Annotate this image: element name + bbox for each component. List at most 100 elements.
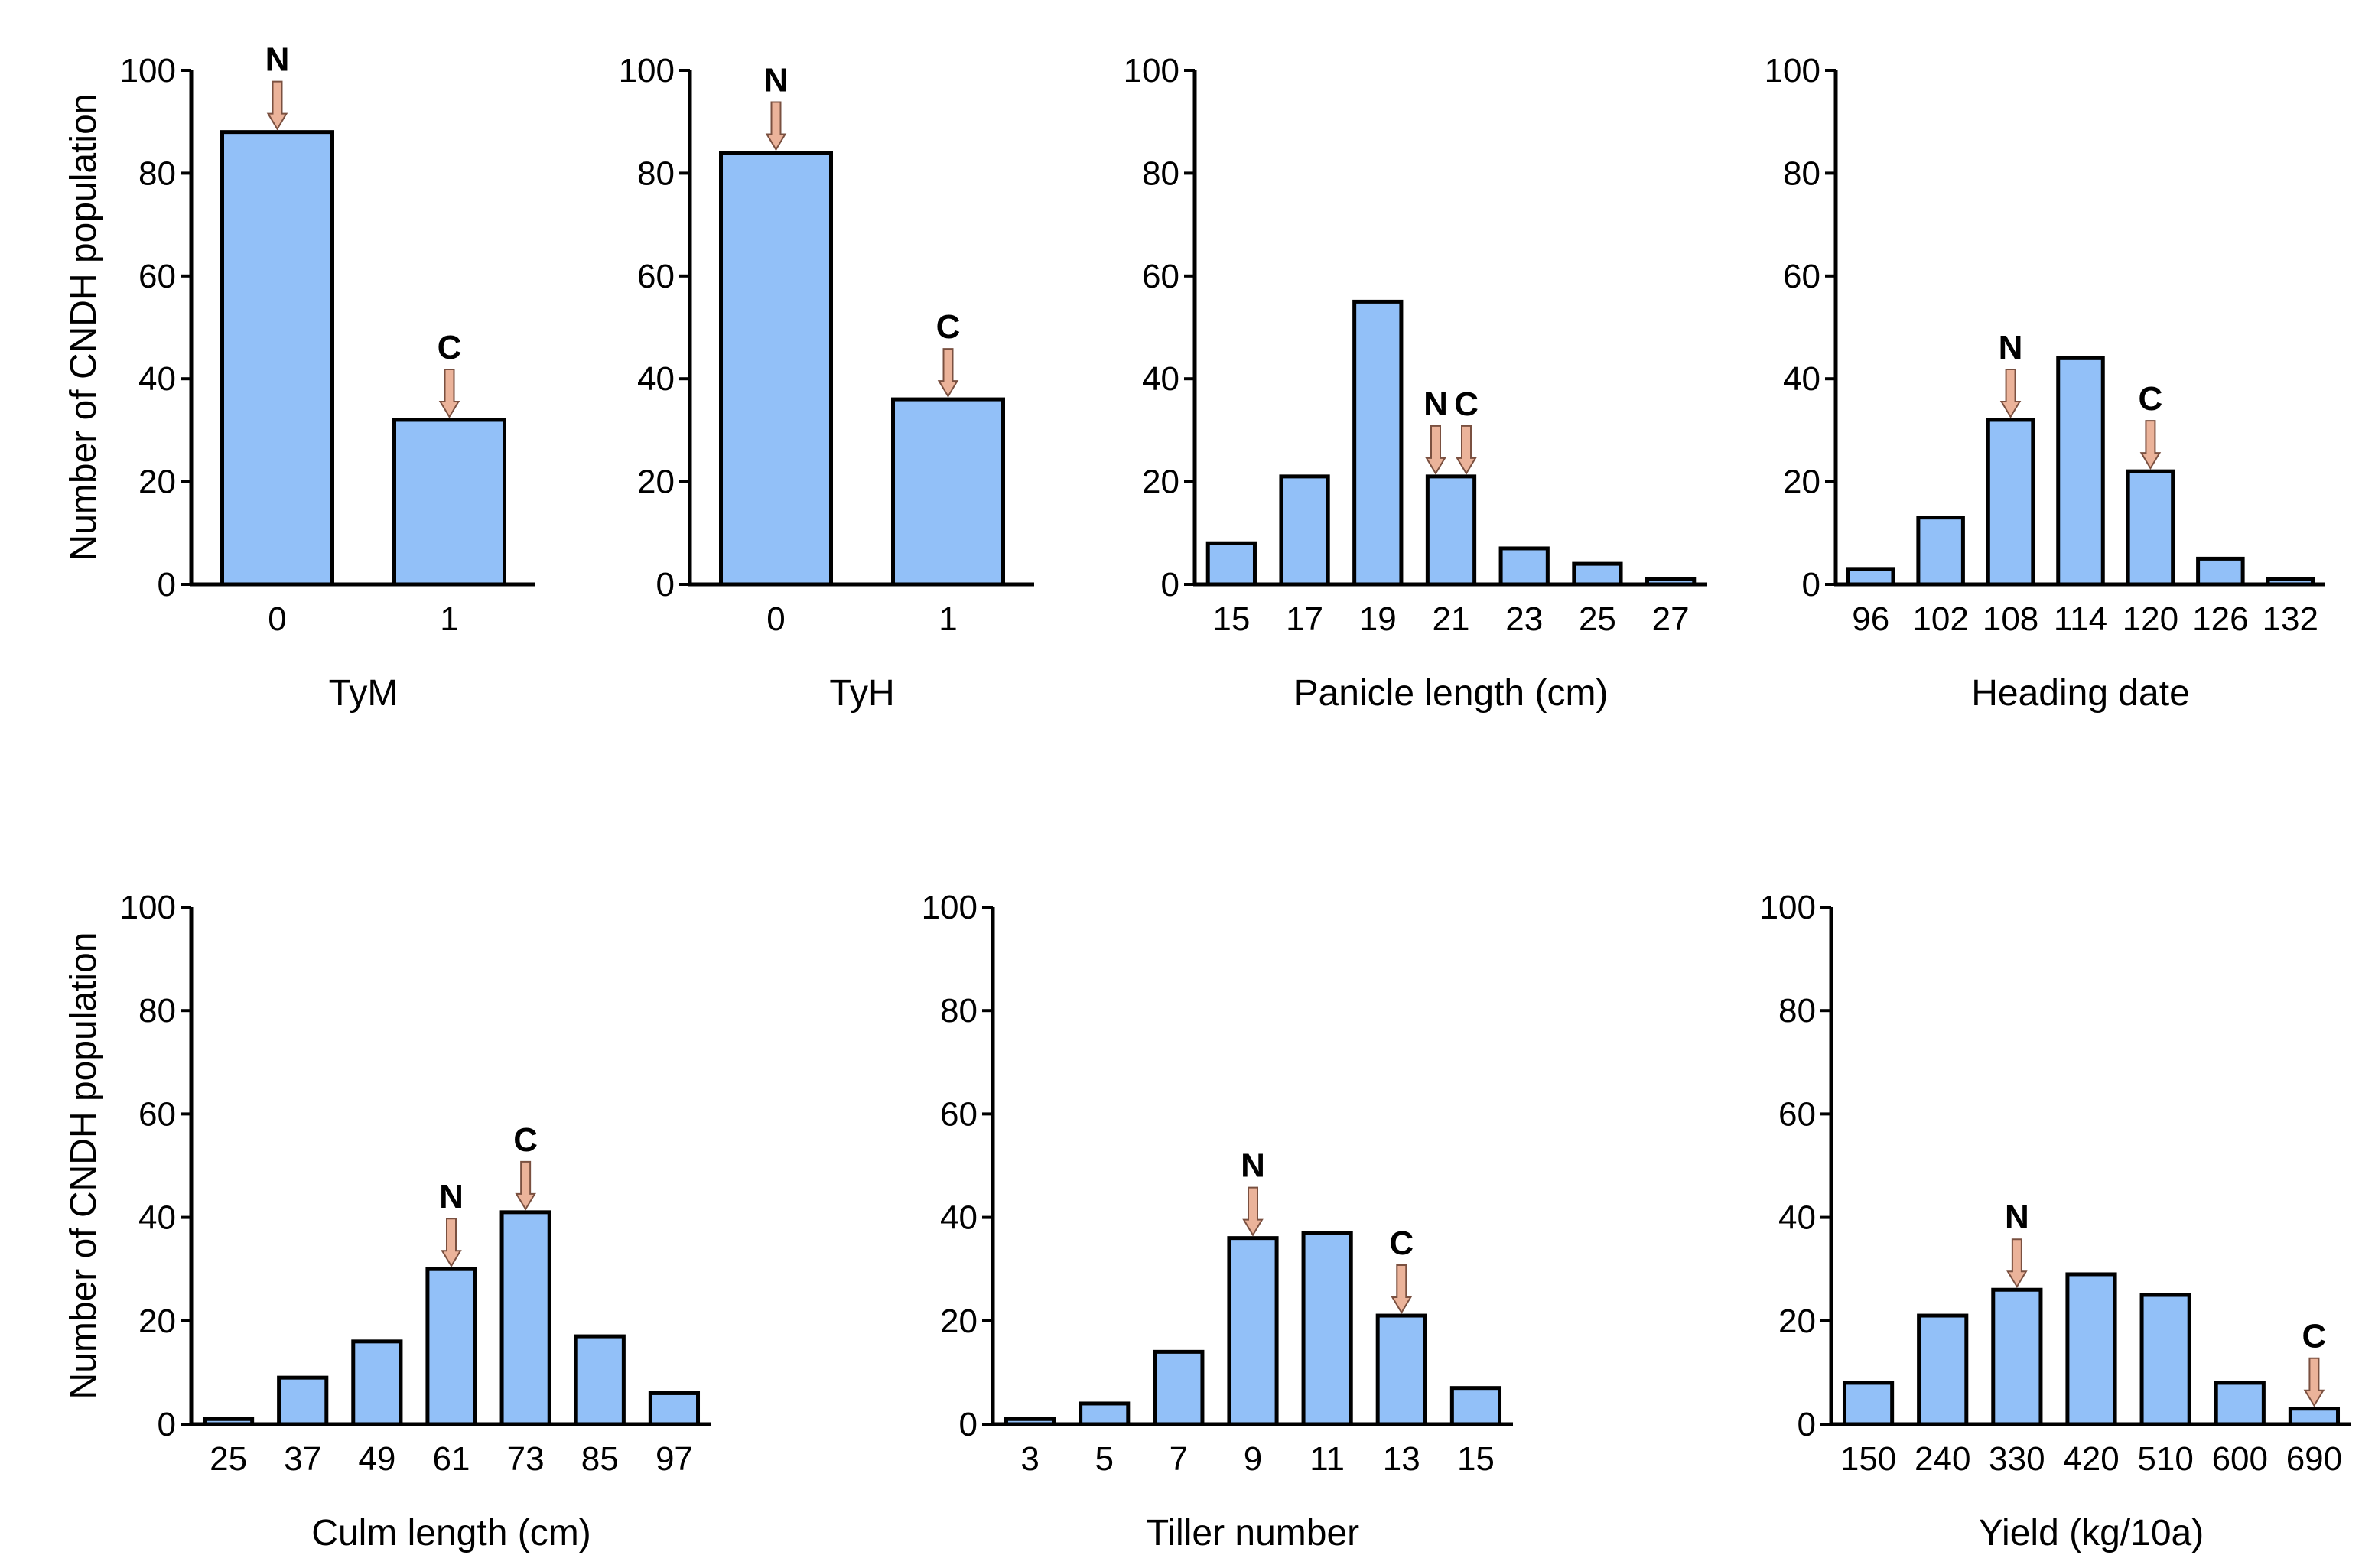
marker-arrow — [266, 80, 288, 131]
bar — [1375, 1313, 1427, 1426]
bar — [1153, 1349, 1205, 1426]
bar — [2214, 1381, 2266, 1426]
marker-arrow — [1425, 425, 1446, 475]
y-tick-label: 80 — [138, 992, 176, 1030]
x-tick-label: 61 — [433, 1440, 470, 1478]
y-tick-label: 40 — [637, 360, 675, 398]
marker-label: C — [1389, 1225, 1414, 1262]
y-tick-label: 40 — [138, 1199, 176, 1237]
marker-arrow — [937, 348, 959, 399]
x-tick-label: 420 — [2063, 1440, 2119, 1478]
x-axis-title: TyM — [329, 673, 399, 714]
bar — [1205, 541, 1257, 587]
x-tick-label: 85 — [581, 1440, 619, 1478]
x-tick-label: 7 — [1170, 1440, 1188, 1478]
y-tick-label: 0 — [158, 1406, 176, 1443]
bar — [220, 130, 334, 587]
bar — [1991, 1287, 2043, 1426]
marker-label: N — [439, 1178, 464, 1215]
bar — [1449, 1386, 1502, 1426]
marker-arrow — [2006, 1238, 2028, 1289]
marker-arrow — [515, 1160, 536, 1211]
chart-panel-4: 0 20 40 60 80 100 96 102 108 114 120 126 132 Heading … — [1765, 52, 2325, 714]
x-tick-label: 96 — [1852, 600, 1889, 638]
y-tick-label: 0 — [158, 566, 176, 603]
bar — [1842, 1381, 1895, 1426]
x-axis-title: TyH — [829, 673, 894, 714]
x-tick-label: 17 — [1286, 600, 1323, 638]
y-tick-label: 20 — [1783, 464, 1820, 501]
marker-label: C — [2302, 1318, 2327, 1355]
chart-panel-6: 0 20 40 60 80 100 3 5 7 9 11 13 15 Tiller number N C — [922, 889, 1513, 1553]
marker-arrow — [1999, 368, 2022, 418]
x-tick-label: 11 — [1310, 1440, 1345, 1478]
bar — [1079, 1401, 1131, 1426]
marker-arrow — [1456, 425, 1477, 475]
bar — [351, 1339, 403, 1426]
y-tick-label: 80 — [637, 155, 675, 192]
bar — [2065, 1272, 2117, 1426]
marker-label: C — [513, 1121, 538, 1159]
y-axis-title: Number of CNDH population — [63, 94, 104, 561]
marker-arrow — [441, 1218, 462, 1268]
x-tick-label: 102 — [1912, 600, 1968, 638]
marker-arrow — [438, 368, 460, 418]
x-tick-label: 21 — [1433, 600, 1470, 638]
y-tick-label: 100 — [120, 889, 176, 926]
x-tick-label: 114 — [2054, 600, 2107, 638]
x-tick-label: 25 — [1579, 600, 1616, 638]
bar — [2288, 1407, 2341, 1426]
marker-label: N — [2005, 1199, 2029, 1236]
y-tick-label: 20 — [138, 1303, 176, 1340]
x-tick-label: 330 — [1989, 1440, 2045, 1478]
y-tick-label: 20 — [637, 464, 675, 501]
bar — [891, 397, 1005, 587]
y-tick-label: 0 — [1161, 566, 1179, 603]
x-tick-label: 0 — [766, 600, 785, 638]
chart-panel-3: 0 20 40 60 80 100 15 17 19 21 23 25 27 Panicle length… — [1124, 52, 1707, 714]
x-tick-label: 15 — [1457, 1440, 1495, 1478]
marker-arrow — [1242, 1186, 1264, 1237]
bar — [2126, 469, 2175, 587]
x-tick-label: 120 — [2123, 600, 2178, 638]
marker-label: N — [1999, 329, 2023, 366]
bar — [277, 1375, 329, 1426]
bar — [1498, 546, 1550, 587]
bar — [1301, 1231, 1353, 1426]
bar — [1572, 561, 1623, 587]
bar — [574, 1334, 626, 1426]
x-tick-label: 97 — [656, 1440, 693, 1478]
y-tick-label: 40 — [138, 360, 176, 398]
bar — [2056, 356, 2105, 587]
marker-label: N — [1423, 385, 1448, 423]
marker-label: N — [764, 62, 789, 99]
y-tick-label: 40 — [1783, 360, 1820, 398]
y-tick-label: 60 — [1142, 258, 1179, 295]
y-tick-label: 20 — [138, 464, 176, 501]
y-tick-label: 100 — [1760, 889, 1816, 926]
y-tick-label: 60 — [1778, 1095, 1816, 1133]
y-tick-label: 100 — [1765, 52, 1820, 89]
x-tick-label: 37 — [284, 1440, 321, 1478]
y-tick-label: 80 — [138, 155, 176, 192]
bar — [1846, 567, 1895, 587]
x-tick-label: 13 — [1383, 1440, 1420, 1478]
x-tick-label: 0 — [268, 600, 286, 638]
x-tick-label: 1 — [440, 600, 458, 638]
x-tick-label: 3 — [1020, 1440, 1039, 1478]
x-tick-label: 25 — [210, 1440, 247, 1478]
bar — [1227, 1236, 1279, 1426]
y-tick-label: 80 — [1778, 992, 1816, 1030]
y-tick-label: 40 — [1142, 360, 1179, 398]
chart-panel-7: 0 20 40 60 80 100 150 240 330 420 510 600 690 Yield (… — [1760, 889, 2351, 1553]
bar — [425, 1267, 477, 1426]
x-tick-label: 600 — [2212, 1440, 2268, 1478]
x-tick-label: 108 — [1983, 600, 2038, 638]
y-tick-label: 80 — [1783, 155, 1820, 192]
bar — [499, 1210, 551, 1426]
chart-panel-5: 0 20 40 60 80 100 25 37 49 61 73 85 97 Culm length (c… — [63, 889, 711, 1553]
marker-label: N — [265, 41, 290, 79]
y-tick-label: 80 — [940, 992, 978, 1030]
x-tick-label: 240 — [1915, 1440, 1970, 1478]
bar — [1279, 474, 1330, 587]
